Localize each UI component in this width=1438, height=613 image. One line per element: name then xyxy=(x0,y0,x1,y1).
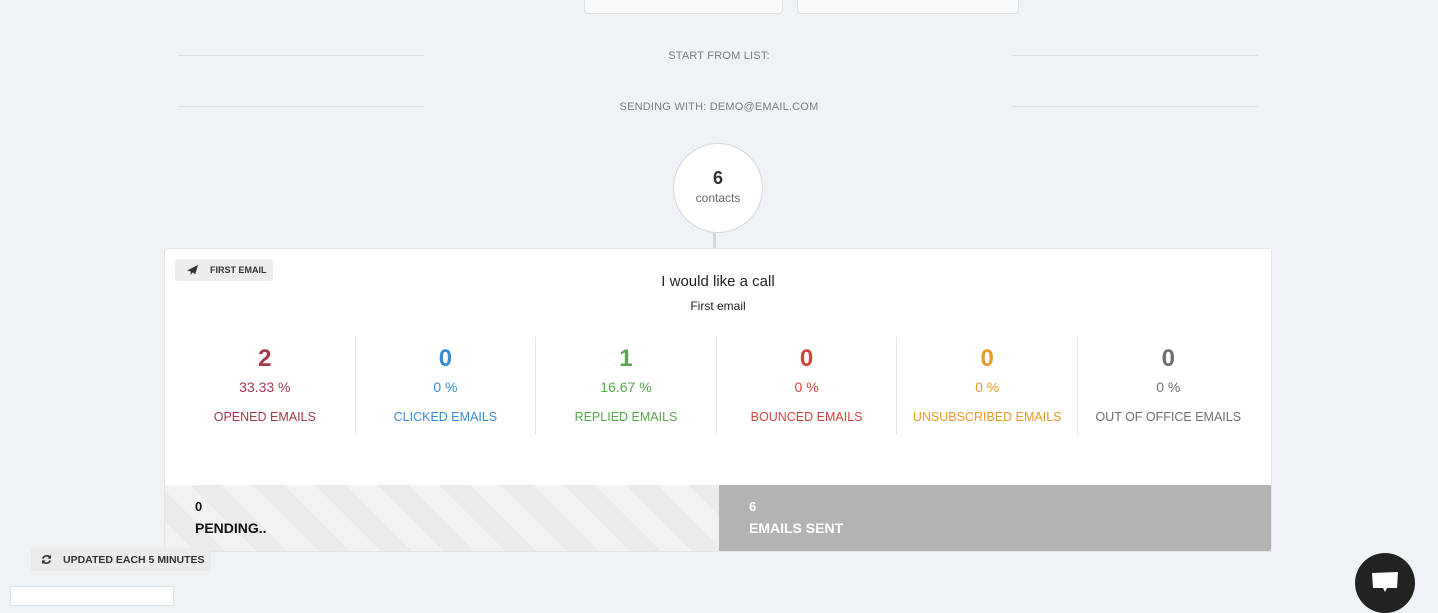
divider xyxy=(178,106,424,107)
paper-plane-icon xyxy=(187,264,198,275)
tag-label: FIRST EMAIL xyxy=(210,265,267,275)
stat-label: CLICKED EMAILS xyxy=(393,410,498,424)
stat-percent: 0 % xyxy=(1156,379,1181,395)
email-subject: I would like a call xyxy=(661,273,775,290)
stat-percent: 16.67 % xyxy=(600,379,652,395)
first-email-tag: FIRST EMAIL xyxy=(175,259,273,281)
sending-with-label: SENDING WITH: DEMO@EMAIL.COM xyxy=(619,101,819,113)
updated-notice: UPDATED EACH 5 MINUTES xyxy=(31,548,211,571)
start-from-list-label: START FROM LIST: xyxy=(668,50,770,62)
stat-value: 0 xyxy=(438,345,453,372)
chat-bubble-icon xyxy=(1372,572,1398,592)
stat-value: 0 xyxy=(799,345,814,372)
sent-count: 6 xyxy=(749,499,757,514)
stat-label: REPLIED EMAILS xyxy=(574,410,678,424)
top-button-left[interactable] xyxy=(584,0,783,14)
step-name: First email xyxy=(690,299,746,313)
stat-value: 1 xyxy=(619,345,633,372)
stat-bounced[interactable]: 0 0 % BOUNCED EMAILS xyxy=(717,337,898,435)
stat-clicked[interactable]: 0 0 % CLICKED EMAILS xyxy=(356,337,537,435)
pending-panel: 0 PENDING.. xyxy=(165,485,719,551)
stat-percent: 0 % xyxy=(433,379,458,395)
refresh-icon xyxy=(41,554,52,565)
emails-sent-panel: 6 EMAILS SENT xyxy=(719,485,1271,551)
stat-replied[interactable]: 1 16.67 % REPLIED EMAILS xyxy=(536,337,717,435)
stat-opened[interactable]: 2 33.33 % OPENED EMAILS xyxy=(175,337,356,435)
pending-count: 0 xyxy=(195,499,203,514)
contacts-label: contacts xyxy=(695,191,741,205)
stat-value: 0 xyxy=(1161,345,1175,372)
divider xyxy=(178,55,424,56)
stat-label: OUT OF OFFICE EMAILS xyxy=(1095,410,1242,424)
stat-unsubscribed[interactable]: 0 0 % UNSUBSCRIBED EMAILS xyxy=(897,337,1078,435)
connector-line xyxy=(713,233,716,248)
sent-label: EMAILS SENT xyxy=(749,520,844,536)
chat-button[interactable] xyxy=(1355,553,1415,613)
top-button-right[interactable] xyxy=(797,0,1019,14)
contacts-count: 6 xyxy=(712,168,723,188)
updated-label: UPDATED EACH 5 MINUTES xyxy=(63,553,205,566)
stat-value: 0 xyxy=(980,345,994,372)
pending-label: PENDING.. xyxy=(195,520,267,536)
stat-label: BOUNCED EMAILS xyxy=(750,410,863,424)
stat-percent: 33.33 % xyxy=(239,379,291,395)
stat-value: 2 xyxy=(258,345,272,372)
stat-label: UNSUBSCRIBED EMAILS xyxy=(912,410,1062,424)
contacts-circle: 6 contacts xyxy=(673,143,763,233)
stat-percent: 0 % xyxy=(975,379,1000,395)
stat-label: OPENED EMAILS xyxy=(213,410,316,424)
stats-row: 2 33.33 % OPENED EMAILS 0 0 % CLICKED EMAILS… xyxy=(175,337,1259,435)
divider xyxy=(1012,106,1258,107)
stat-out-of-office[interactable]: 0 0 % OUT OF OFFICE EMAILS xyxy=(1078,337,1259,435)
divider xyxy=(1012,55,1258,56)
email-step-card: FIRST EMAIL I would like a call First em… xyxy=(164,248,1272,552)
stat-percent: 0 % xyxy=(794,379,819,395)
bottom-left-panel xyxy=(10,586,174,606)
